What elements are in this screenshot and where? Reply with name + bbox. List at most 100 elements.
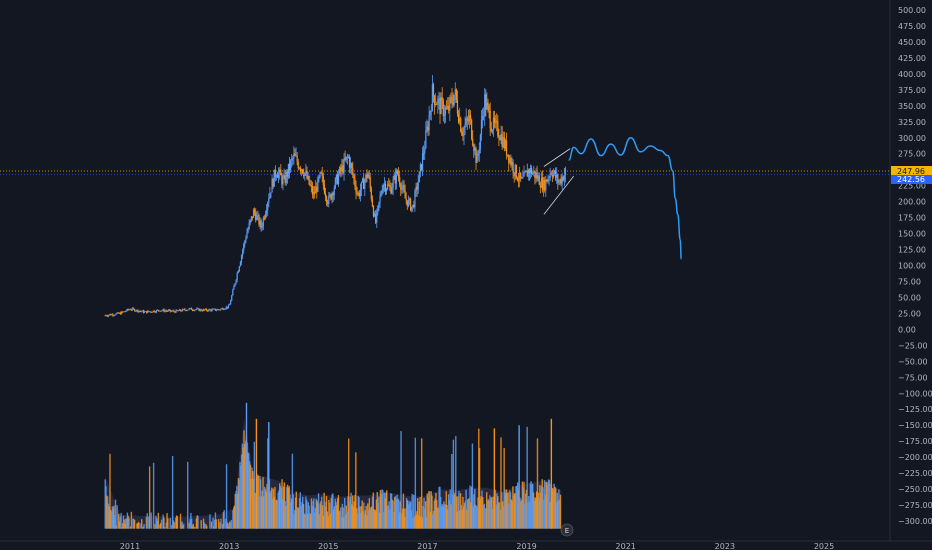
volume-bar: [392, 500, 394, 529]
candle-body: [346, 156, 348, 158]
candle-body: [538, 175, 540, 185]
candle-body: [261, 226, 263, 228]
candle-body: [123, 311, 125, 313]
forecast-drawing[interactable]: [568, 136, 682, 260]
volume-bar: [340, 517, 343, 529]
candle-body: [192, 310, 195, 311]
candle-body: [107, 315, 110, 317]
pattern-line[interactable]: [543, 175, 574, 215]
candle-body: [357, 192, 359, 194]
volume-bar: [463, 503, 466, 529]
volume-bar: [551, 487, 554, 529]
candle-body: [460, 118, 462, 132]
volume-bar: [409, 503, 411, 529]
candle-body: [130, 309, 132, 311]
candle-body: [206, 308, 208, 311]
volume-bar: [444, 504, 447, 529]
volume-bar: [314, 507, 317, 529]
volume-bar: [223, 510, 225, 529]
candle-body: [536, 173, 538, 179]
candle-body: [556, 174, 558, 178]
candle-body: [132, 308, 135, 310]
volume-bar: [121, 527, 123, 529]
candle-body: [131, 308, 134, 310]
volume-bar: [532, 483, 534, 529]
candle-body: [270, 192, 272, 194]
pattern-drawing[interactable]: [543, 148, 574, 215]
volume-bar: [170, 527, 172, 529]
volume-bar: [529, 483, 532, 529]
volume-bar: [217, 519, 220, 529]
candle-body: [501, 134, 503, 147]
candle-body: [532, 172, 534, 175]
volume-bar: [282, 499, 284, 529]
candle-body: [286, 171, 288, 177]
volume-bar: [466, 509, 468, 529]
volume-bar: [313, 512, 316, 529]
forecast-curve[interactable]: [568, 136, 682, 260]
candle-body: [450, 97, 452, 99]
volume-bar: [539, 492, 542, 529]
candle-body: [331, 193, 333, 200]
volume-bar: [252, 471, 254, 529]
candle-body: [245, 238, 247, 242]
volume-bar: [520, 499, 523, 529]
candle-body: [402, 185, 404, 188]
candle-body: [359, 190, 362, 197]
candle-body: [404, 190, 406, 199]
candle-body: [307, 175, 309, 179]
candle-body: [353, 174, 355, 179]
volume-bar: [242, 447, 244, 529]
volume-bar: [491, 508, 493, 529]
candle-body: [323, 184, 326, 194]
volume-bar: [317, 502, 319, 529]
candle-body: [269, 192, 271, 199]
volume-bar: [359, 506, 361, 529]
volume-bar: [420, 438, 423, 529]
candle-body: [324, 193, 327, 197]
candle-body: [484, 94, 486, 116]
candle-body: [248, 222, 250, 229]
candle-body: [175, 309, 177, 313]
earnings-E-icon[interactable]: [560, 523, 574, 537]
volume-bar: [535, 497, 537, 529]
volume-bar: [247, 452, 249, 529]
candle-body: [351, 163, 353, 168]
candle-body: [557, 174, 559, 183]
volume-bar: [473, 494, 475, 529]
candle-body: [489, 110, 491, 129]
volume-bar: [505, 493, 507, 529]
volume-bar: [146, 513, 148, 529]
volume-bar: [176, 516, 179, 529]
volume-bar: [380, 494, 382, 529]
time-axis[interactable]: 2011 2013 2015 2017 2019 2021 2023 2025: [120, 542, 834, 550]
pattern-line[interactable]: [543, 148, 571, 167]
price-axis-tick-label: −225.00: [898, 469, 932, 478]
earnings-marker[interactable]: E: [560, 523, 574, 537]
candle-body: [492, 117, 495, 131]
volume-bar: [458, 490, 460, 529]
candle-body: [231, 295, 233, 301]
candle-body: [150, 311, 152, 313]
candle-body: [221, 308, 223, 310]
volume-bar: [325, 506, 327, 529]
price-axis-tick-label: 450.00: [898, 38, 926, 47]
volume-bar: [519, 497, 521, 529]
candle-body: [189, 307, 191, 309]
volume-bar: [327, 516, 329, 529]
price-axis-tick-label: −250.00: [898, 485, 932, 494]
volume-bar: [535, 491, 538, 529]
candle-body: [240, 255, 243, 262]
candle-body: [380, 193, 382, 196]
candle-body: [437, 98, 439, 105]
price-axis[interactable]: 500.00 475.00 450.00 425.00 400.00 375.00 350.…: [898, 6, 932, 526]
volume-bar: [482, 497, 484, 529]
volume-bar: [447, 494, 450, 529]
candle-body: [552, 173, 555, 177]
volume-bar: [510, 499, 513, 529]
volume-bar: [115, 525, 118, 529]
volume-bar: [264, 488, 267, 529]
volume-bar: [259, 475, 261, 529]
candle-body: [389, 185, 391, 187]
